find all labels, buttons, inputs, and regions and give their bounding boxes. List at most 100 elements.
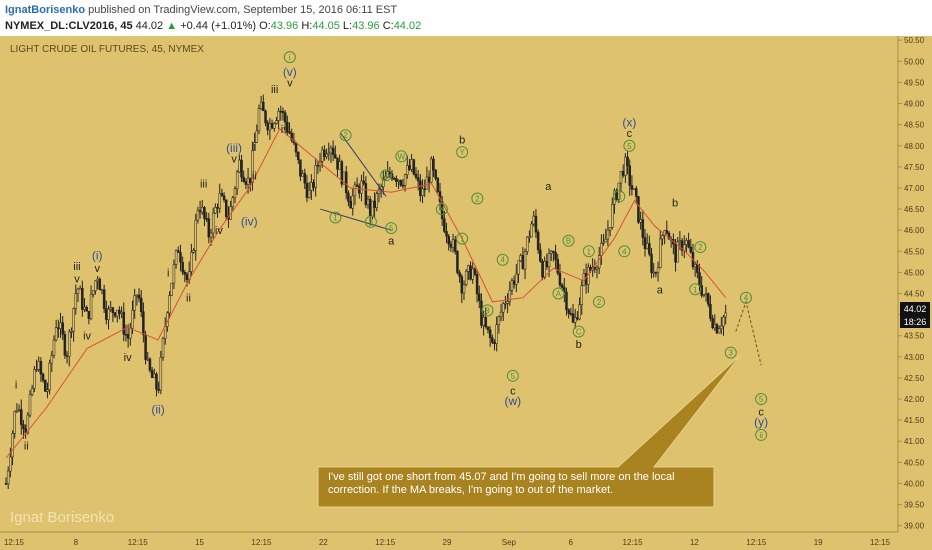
candle-body	[628, 165, 631, 186]
candle-body	[15, 409, 19, 412]
wave-label: X	[439, 205, 445, 214]
candle-body	[635, 188, 638, 197]
candle-body	[181, 261, 184, 273]
candle-body	[473, 268, 477, 275]
candle-body	[595, 267, 599, 270]
candle-body	[477, 293, 481, 302]
time-tick-label: 6	[568, 538, 573, 547]
wave-label: iv	[83, 331, 91, 343]
candle-body	[120, 311, 123, 314]
candle-body	[205, 218, 208, 220]
candle-body	[305, 182, 309, 199]
price-tick-label: 41.00	[904, 437, 925, 446]
triangle-boundary	[340, 132, 387, 197]
wave-label: i	[289, 53, 291, 62]
wave-label: a	[545, 181, 552, 193]
wave-label: (i)	[92, 249, 103, 263]
candle-body	[552, 250, 555, 253]
time-tick-label: 19	[814, 538, 823, 547]
candle-body	[517, 260, 520, 275]
candle-body	[689, 246, 693, 253]
candle-body	[706, 293, 710, 305]
candle-body	[624, 156, 627, 176]
candle-body	[698, 272, 701, 286]
candle-body	[371, 200, 374, 217]
candle-body	[142, 311, 145, 336]
candle-body	[279, 110, 283, 113]
wave-label: B	[566, 237, 571, 246]
wave-label: 4	[500, 256, 505, 265]
wave-label: ii	[186, 293, 191, 305]
author-link[interactable]: IgnatBorisenko	[5, 4, 86, 16]
candle-body	[183, 271, 187, 275]
candle-body	[137, 294, 141, 299]
candle-body	[408, 165, 411, 170]
candle-body	[46, 389, 49, 392]
candle-body	[499, 311, 503, 318]
wave-label-circle	[456, 146, 469, 159]
wave-label: a	[657, 284, 664, 296]
candle-body	[488, 329, 492, 338]
candle-body	[362, 180, 365, 184]
ohlc-line: NYMEX_DL:CLV2016, 45 44.02 ▲ +0.44 (+1.0…	[5, 20, 421, 32]
candle-body	[543, 260, 546, 278]
candle-body	[109, 307, 112, 310]
price-tick-label: 44.50	[904, 289, 925, 298]
candle-body	[460, 276, 464, 294]
candle-body	[286, 121, 289, 132]
candle-body	[338, 161, 341, 170]
candle-body	[146, 358, 150, 361]
candle-body	[257, 108, 261, 132]
wave-label-circle	[435, 203, 448, 216]
candle-body	[323, 149, 326, 157]
wave-label: v	[74, 274, 80, 286]
candle-body	[96, 278, 99, 282]
candle-body	[70, 331, 73, 333]
countdown-tag	[900, 315, 930, 328]
price-chart[interactable]: 50.50 50.00 49.50 49.00 48.50 48.00 47.50 47.00…	[0, 36, 932, 550]
candle-body	[6, 470, 10, 484]
wave-label-circle	[618, 245, 631, 258]
wave-label-circle	[592, 295, 605, 308]
candle-body	[641, 219, 645, 238]
candle-body	[148, 358, 152, 371]
candle-body	[565, 291, 568, 311]
wave-labels: iiiiiiviv(i)viv(ii)iiiiiiiv(iii)viii(iv)…	[15, 51, 768, 452]
candle-body	[720, 325, 723, 329]
candle-body	[458, 272, 461, 277]
candle-body	[528, 236, 531, 239]
candle-body	[198, 210, 202, 213]
candle-body	[569, 313, 573, 315]
candle-body	[443, 218, 446, 232]
candle-body	[331, 147, 335, 155]
candle-body	[464, 270, 468, 285]
candle-body	[536, 231, 540, 251]
high-value: 44.05	[312, 20, 340, 32]
candle-body	[447, 235, 450, 245]
candle-body	[397, 180, 400, 182]
candle-body	[139, 297, 143, 312]
time-tick-label: 12:15	[375, 538, 396, 547]
candle-body	[504, 303, 507, 305]
candle-body	[427, 176, 431, 183]
time-axis[interactable]: 12:15 8 12:15 15 12:15 22 12:15 29 Sep 6 12:15 12 12…	[4, 538, 891, 547]
watermark: Ignat Borisenko	[10, 509, 114, 526]
candle-body	[218, 193, 221, 209]
candle-body	[240, 159, 243, 178]
candle-body	[4, 483, 8, 485]
close-label: C:	[382, 20, 394, 32]
wave-label: iii	[271, 84, 278, 96]
candle-body	[645, 243, 649, 249]
candle-body	[231, 197, 235, 207]
candle-body	[530, 223, 533, 238]
wave-label: Y	[459, 148, 465, 157]
candle-body	[255, 130, 259, 143]
candle-body	[153, 373, 156, 378]
wave-label: 2	[343, 131, 348, 140]
wave-label-circle	[496, 253, 509, 266]
price-tick-label: 50.00	[904, 57, 925, 66]
time-tick-label: 12:15	[251, 538, 272, 547]
candle-body	[711, 318, 714, 329]
candle-body	[351, 195, 355, 209]
candle-body	[512, 280, 516, 285]
